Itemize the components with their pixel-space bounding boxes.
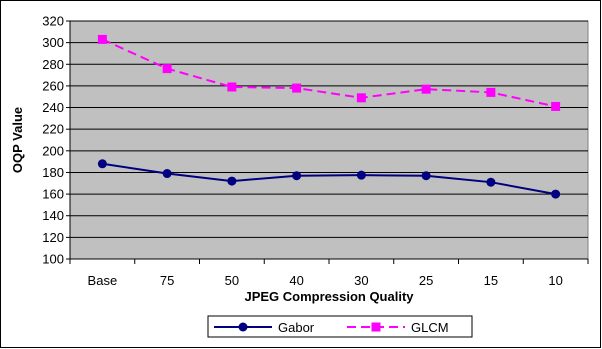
point-glcm-75 (162, 64, 172, 74)
point-glcm-10 (551, 101, 561, 111)
legend-label-gabor: Gabor (278, 320, 315, 335)
point-gabor-50 (227, 176, 237, 186)
point-gabor-30 (356, 170, 366, 180)
legend-label-glcm: GLCM (411, 320, 449, 335)
y-tick-label-220: 220 (42, 122, 64, 137)
legend-marker-glcm (371, 322, 381, 332)
x-tick-label-15: 15 (484, 273, 498, 288)
y-tick-label-140: 140 (42, 208, 64, 223)
y-tick-label-320: 320 (42, 14, 64, 29)
y-tick-label-120: 120 (42, 230, 64, 245)
series-layer (97, 34, 561, 199)
point-gabor-40 (292, 171, 302, 181)
x-tick-label-40: 40 (289, 273, 303, 288)
point-glcm-50 (227, 82, 237, 92)
y-tick-label-240: 240 (42, 100, 64, 115)
x-tick-label-30: 30 (354, 273, 368, 288)
y-tick-label-180: 180 (42, 165, 64, 180)
point-gabor-10 (551, 189, 561, 199)
point-glcm-30 (356, 93, 366, 103)
y-axis-ticks: 100 120 140 160 180 200 220 240 260 280 300 320 (42, 14, 71, 267)
point-glcm-40 (292, 83, 302, 93)
x-tick-label-25: 25 (419, 273, 433, 288)
point-glcm-15 (486, 87, 496, 97)
point-gabor-Base (97, 159, 107, 169)
x-tick-label-50: 50 (225, 273, 239, 288)
y-tick-label-260: 260 (42, 78, 64, 93)
x-axis-ticks: Base 75 50 40 30 25 15 10 (69, 258, 589, 288)
x-tick-label-10: 10 (548, 273, 562, 288)
legend: Gabor GLCM (207, 315, 473, 338)
y-tick-label-200: 200 (42, 143, 64, 158)
point-gabor-15 (486, 177, 496, 187)
plot-area (69, 20, 589, 260)
x-axis-title: JPEG Compression Quality (244, 289, 414, 304)
point-glcm-Base (97, 34, 107, 44)
point-glcm-25 (421, 84, 431, 94)
y-tick-label-100: 100 (42, 252, 64, 267)
y-tick-label-300: 300 (42, 35, 64, 50)
legend-marker-gabor (238, 322, 248, 332)
x-tick-label-75: 75 (160, 273, 174, 288)
x-tick-label-Base: Base (88, 273, 118, 288)
y-tick-label-160: 160 (42, 187, 64, 202)
y-axis-title: OQP Value (10, 107, 25, 173)
series-line-gabor (102, 162, 556, 196)
y-tick-label-280: 280 (42, 57, 64, 72)
point-gabor-25 (421, 171, 431, 181)
point-gabor-75 (162, 169, 172, 179)
legend-box (207, 315, 473, 338)
